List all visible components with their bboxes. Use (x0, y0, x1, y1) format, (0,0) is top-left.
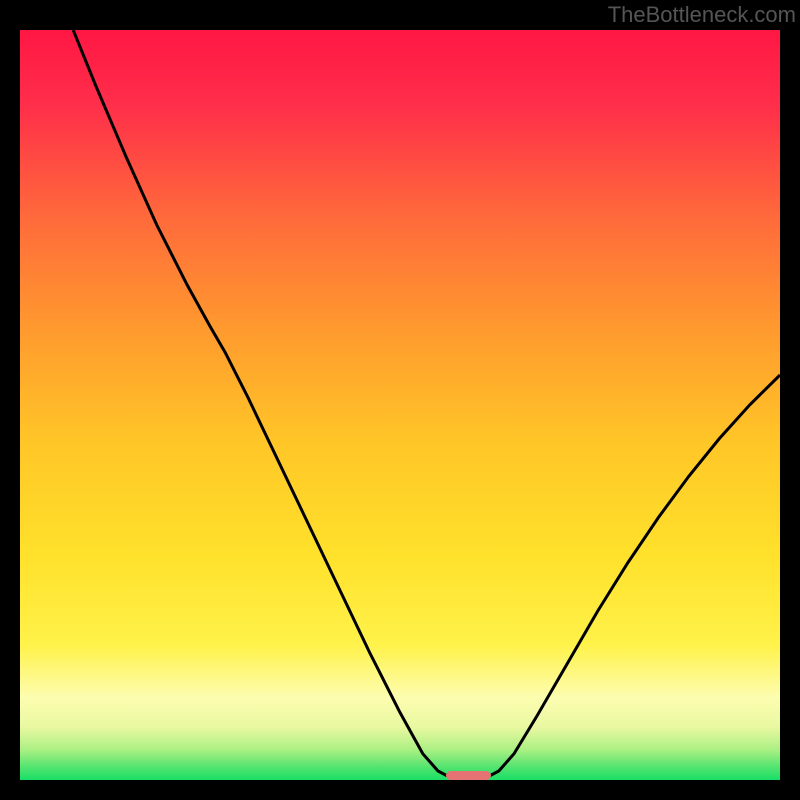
curve-path (73, 30, 780, 779)
optimum-marker (446, 771, 492, 780)
bottleneck-curve (20, 30, 780, 780)
plot-area (20, 30, 780, 780)
chart-container: TheBottleneck.com (0, 0, 800, 800)
watermark-text: TheBottleneck.com (608, 2, 796, 28)
